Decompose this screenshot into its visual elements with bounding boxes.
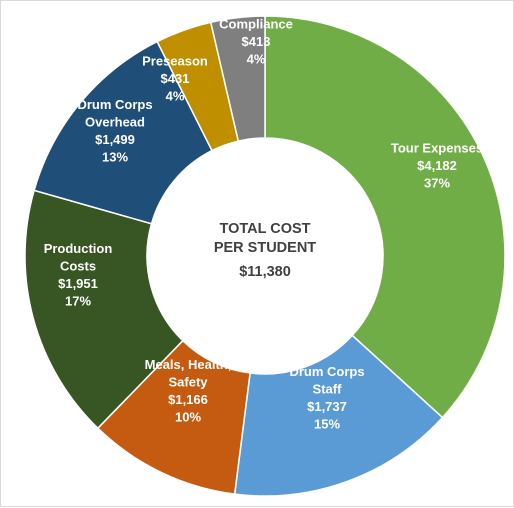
center-line-1: TOTAL COST — [219, 221, 310, 237]
slice-label-meals-health-safety: Meals, Health, Safety $1,166 10% — [145, 357, 232, 425]
slice-label-tour-expenses: Tour Expenses $4,182 37% — [391, 141, 483, 191]
center-line-2: PER STUDENT — [214, 240, 316, 256]
slices-group — [24, 15, 506, 497]
slice-ca-labor-compliance — [209, 15, 266, 142]
slice-drum-corps-overhead — [33, 40, 213, 225]
slice-label-production-costs: Production Costs $1,951 17% — [44, 241, 113, 309]
slice-label-drum-corps-staff: Drum Corps Staff $1,737 15% — [289, 364, 364, 432]
slice-label-preseason: Preseason $431 4% — [142, 54, 208, 104]
labels-group: Tour Expenses $4,182 37% Drum Corps Staff $1,… — [44, 1, 483, 431]
slice-label-ca-labor-compliance: CA Labor Compliance $413 4% — [219, 1, 293, 66]
slice-label-drum-corps-overhead: Drum Corps Overhead $1,499 13% — [77, 97, 152, 165]
slice-production-costs — [24, 189, 184, 430]
center-total: $11,380 — [239, 264, 291, 280]
slice-tour-expenses — [264, 15, 506, 419]
slice-drum-corps-staff — [233, 334, 444, 497]
center-label: TOTAL COST PER STUDENT $11,380 — [214, 221, 316, 280]
